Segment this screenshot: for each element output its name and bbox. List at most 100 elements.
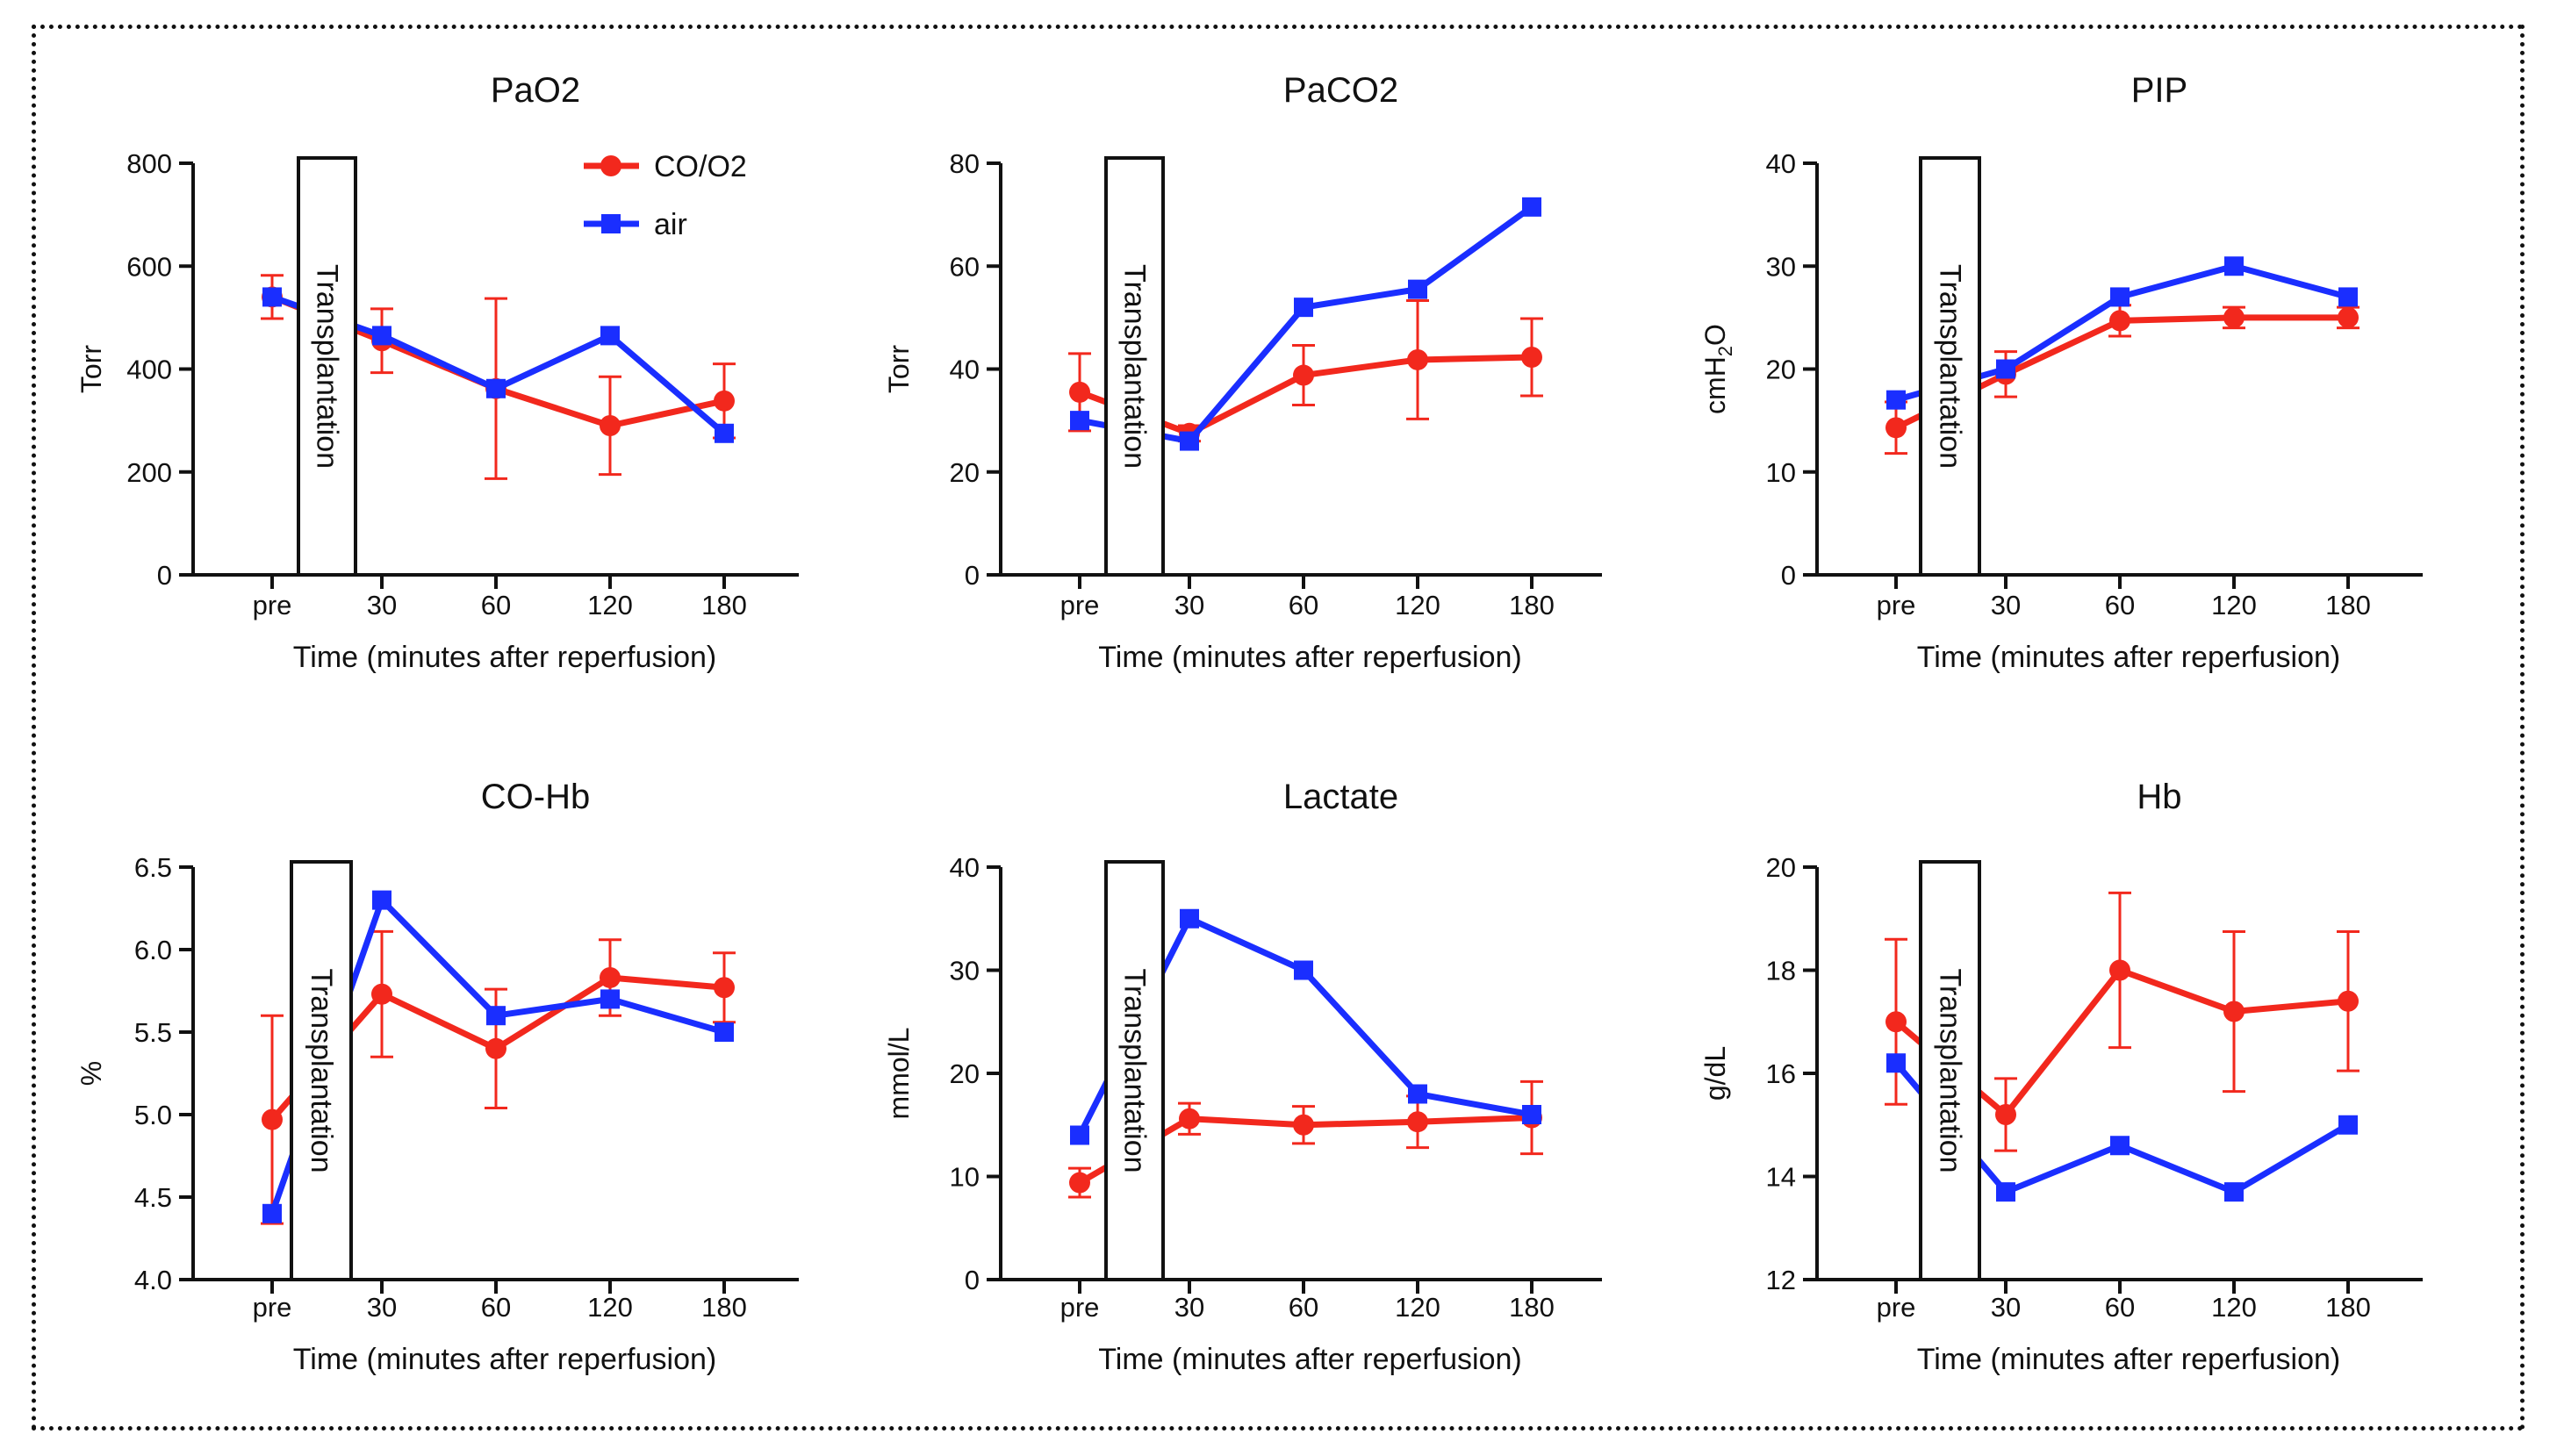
y-tick-label: 0 bbox=[965, 1265, 980, 1295]
y-tick-label: 0 bbox=[965, 560, 980, 591]
y-tick-label: 10 bbox=[1766, 457, 1796, 488]
point-air bbox=[2338, 1115, 2358, 1135]
x-axis-label: Time (minutes after reperfusion) bbox=[1917, 1343, 2340, 1376]
transplantation-box bbox=[1919, 860, 1981, 1281]
y-axis-label: Torr bbox=[75, 345, 107, 393]
y-axis-label: g/dL bbox=[1699, 1046, 1731, 1101]
point-co-o2 bbox=[1885, 417, 1907, 439]
point-air bbox=[1996, 1182, 2015, 1202]
point-air bbox=[1408, 279, 1427, 299]
transplantation-box bbox=[290, 860, 353, 1281]
x-tick-label: 30 bbox=[1174, 590, 1204, 620]
panel-co-hb: CO-Hb 4.0 4.5 5.0 5.5 6.0 6.5 pre 30 60 120 180 Time… bbox=[75, 778, 799, 1376]
point-air bbox=[2110, 1136, 2130, 1156]
x-tick-label: 60 bbox=[2105, 1292, 2135, 1323]
panel-pip: PIP 0 10 20 30 40 pre 30 60 120 180 Time (minutes a… bbox=[1699, 71, 2423, 674]
y-tick-label: 14 bbox=[1766, 1162, 1796, 1193]
point-air bbox=[372, 890, 391, 910]
x-axis-label: Time (minutes after reperfusion) bbox=[1098, 641, 1521, 674]
point-air bbox=[372, 326, 391, 346]
panel-lactate: Lactate 0 10 20 30 40 pre 30 60 120 180 Time (minut… bbox=[883, 778, 1602, 1376]
x-tick-label: 60 bbox=[1289, 1292, 1318, 1323]
x-axis-label: Time (minutes after reperfusion) bbox=[293, 1343, 716, 1376]
transplantation-label: Transplantation bbox=[311, 264, 344, 469]
point-co-o2 bbox=[262, 1108, 283, 1130]
point-co-o2 bbox=[1407, 1111, 1428, 1133]
y-axis-label-subscript: 2 bbox=[1714, 346, 1736, 356]
x-tick-label: 30 bbox=[1991, 1292, 2021, 1323]
transplantation-label: Transplantation bbox=[1934, 264, 1967, 469]
x-tick-label: 30 bbox=[1991, 590, 2021, 620]
point-co-o2 bbox=[600, 966, 621, 988]
x-tick-label: 180 bbox=[701, 590, 747, 620]
y-tick-label: 40 bbox=[1766, 148, 1796, 179]
transplantation-box bbox=[1919, 156, 1981, 577]
transplantation-label: Transplantation bbox=[305, 968, 338, 1173]
y-tick-label: 4.0 bbox=[134, 1265, 172, 1295]
point-air bbox=[1070, 411, 1089, 431]
point-air bbox=[1522, 1105, 1541, 1124]
y-tick-label: 40 bbox=[950, 852, 980, 883]
point-co-o2 bbox=[1521, 347, 1542, 369]
point-co-o2 bbox=[714, 977, 735, 999]
y-tick-label: 20 bbox=[1766, 355, 1796, 385]
point-co-o2 bbox=[485, 1037, 506, 1059]
point-co-o2 bbox=[1179, 1108, 1200, 1130]
x-tick-label: 120 bbox=[587, 1292, 633, 1323]
point-air bbox=[1294, 298, 1313, 318]
legend-label: air bbox=[654, 208, 687, 241]
y-tick-label: 0 bbox=[1781, 560, 1796, 591]
x-tick-label: 30 bbox=[1174, 1292, 1204, 1323]
point-co-o2 bbox=[1407, 348, 1428, 370]
point-air bbox=[600, 326, 620, 346]
x-tick-label: 60 bbox=[481, 1292, 511, 1323]
point-air bbox=[1070, 1125, 1089, 1145]
x-tick-label: 60 bbox=[481, 590, 511, 620]
panel-title: PaO2 bbox=[491, 71, 580, 110]
panel-paco2: PaCO2 0 20 40 60 80 pre 30 60 120 180 Time (minutes… bbox=[883, 71, 1602, 674]
point-co-o2 bbox=[2338, 306, 2359, 328]
x-tick-label: 120 bbox=[1395, 1292, 1440, 1323]
y-axis-label: Torr bbox=[883, 345, 915, 393]
point-co-o2 bbox=[371, 983, 392, 1005]
point-air bbox=[1180, 431, 1199, 451]
x-axis-label: Time (minutes after reperfusion) bbox=[293, 641, 716, 674]
point-air bbox=[262, 287, 282, 307]
point-air bbox=[1294, 960, 1313, 980]
legend-label: CO/O2 bbox=[654, 150, 747, 183]
x-tick-label: 120 bbox=[2211, 590, 2257, 620]
x-tick-label: 180 bbox=[2325, 1292, 2371, 1323]
y-tick-label: 5.5 bbox=[134, 1017, 172, 1048]
y-tick-label: 20 bbox=[1766, 852, 1796, 883]
point-air bbox=[1886, 1053, 1906, 1073]
point-air bbox=[2224, 256, 2244, 276]
x-tick-label: pre bbox=[1060, 590, 1100, 620]
panel-hb: Hb 12 14 16 18 20 pre 30 60 120 180 Time (minutes a… bbox=[1699, 778, 2423, 1376]
panel-title: Hb bbox=[2137, 778, 2181, 816]
x-tick-label: 30 bbox=[367, 590, 397, 620]
x-tick-label: 60 bbox=[1289, 590, 1318, 620]
x-axis-label: Time (minutes after reperfusion) bbox=[1098, 1343, 1521, 1376]
point-air bbox=[262, 1203, 282, 1223]
y-tick-label: 16 bbox=[1766, 1058, 1796, 1089]
y-tick-label: 12 bbox=[1766, 1265, 1796, 1295]
panel-title: Lactate bbox=[1283, 778, 1398, 816]
x-tick-label: 120 bbox=[2211, 1292, 2257, 1323]
x-tick-label: 60 bbox=[2105, 590, 2135, 620]
panel-pao2: PaO2 0 200 400 600 800 pre 30 60 120 180 Time (minu… bbox=[75, 71, 799, 674]
x-tick-label: pre bbox=[1877, 1292, 1916, 1323]
y-tick-label: 800 bbox=[126, 148, 172, 179]
panel-title: PaCO2 bbox=[1283, 71, 1398, 110]
point-co-o2 bbox=[714, 390, 735, 412]
point-air bbox=[1522, 197, 1541, 217]
panel-title: CO-Hb bbox=[481, 778, 590, 816]
point-air bbox=[486, 378, 506, 398]
x-tick-label: pre bbox=[253, 1292, 292, 1323]
point-air bbox=[1408, 1084, 1427, 1104]
point-co-o2 bbox=[1995, 1104, 2016, 1125]
y-tick-label: 600 bbox=[126, 251, 172, 282]
y-axis-label-rest: O bbox=[1699, 324, 1731, 346]
y-tick-label: 200 bbox=[126, 457, 172, 488]
y-axis-label: mmol/L bbox=[883, 1028, 915, 1120]
